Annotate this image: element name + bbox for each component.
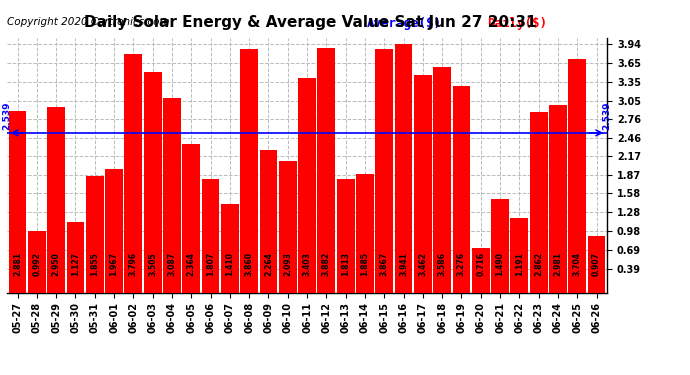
Bar — [163, 98, 181, 293]
Bar — [66, 222, 84, 293]
Bar — [259, 150, 277, 293]
Bar — [511, 218, 529, 293]
Text: 0.907: 0.907 — [592, 252, 601, 276]
Text: 1.191: 1.191 — [515, 252, 524, 276]
Bar — [337, 179, 355, 293]
Text: 3.796: 3.796 — [129, 252, 138, 276]
Text: 2.950: 2.950 — [52, 252, 61, 276]
Text: 2.539: 2.539 — [602, 101, 612, 130]
Bar — [491, 199, 509, 293]
Bar — [356, 174, 374, 293]
Bar — [182, 144, 200, 293]
Bar — [375, 49, 393, 293]
Bar — [298, 78, 316, 293]
Bar — [530, 112, 548, 293]
Bar — [414, 75, 432, 293]
Bar — [105, 169, 123, 293]
Bar — [569, 59, 586, 293]
Bar — [588, 236, 605, 293]
Text: 2.981: 2.981 — [553, 252, 562, 276]
Text: 3.586: 3.586 — [437, 252, 446, 276]
Text: 1.127: 1.127 — [71, 252, 80, 276]
Text: 1.813: 1.813 — [341, 252, 350, 276]
Bar — [472, 248, 490, 293]
Bar — [47, 107, 65, 293]
Text: 1.410: 1.410 — [226, 252, 235, 276]
Text: 1.855: 1.855 — [90, 252, 99, 276]
Bar — [86, 176, 104, 293]
Bar — [221, 204, 239, 293]
Text: 1.967: 1.967 — [110, 252, 119, 276]
Text: 2.364: 2.364 — [187, 252, 196, 276]
Text: 3.462: 3.462 — [418, 252, 427, 276]
Bar — [124, 54, 142, 293]
Bar — [549, 105, 567, 293]
Bar — [28, 231, 46, 293]
Bar — [453, 86, 471, 293]
Text: 3.860: 3.860 — [245, 252, 254, 276]
Bar — [279, 161, 297, 293]
Text: 2.862: 2.862 — [534, 252, 543, 276]
Text: Copyright 2020 Cartronics.com: Copyright 2020 Cartronics.com — [7, 17, 170, 27]
Text: 3.087: 3.087 — [168, 252, 177, 276]
Text: 2.539: 2.539 — [2, 101, 12, 130]
Bar — [201, 179, 219, 293]
Text: 3.704: 3.704 — [573, 252, 582, 276]
Text: 2.264: 2.264 — [264, 252, 273, 276]
Bar — [144, 72, 161, 293]
Text: 3.505: 3.505 — [148, 252, 157, 276]
Text: 1.807: 1.807 — [206, 252, 215, 276]
Text: 0.716: 0.716 — [476, 252, 485, 276]
Bar — [240, 50, 258, 293]
Bar — [395, 44, 413, 293]
Bar — [433, 67, 451, 293]
Text: 3.941: 3.941 — [399, 252, 408, 276]
Bar — [317, 48, 335, 293]
Text: 1.885: 1.885 — [360, 252, 369, 276]
Text: Daily Solar Energy & Average Value Sat Jun 27 20:31: Daily Solar Energy & Average Value Sat J… — [84, 15, 537, 30]
Text: Daily($): Daily($) — [487, 17, 547, 30]
Text: 3.882: 3.882 — [322, 252, 331, 276]
Bar — [9, 111, 26, 293]
Text: 3.403: 3.403 — [302, 252, 312, 276]
Text: 0.992: 0.992 — [32, 252, 41, 276]
Text: Average($): Average($) — [367, 17, 442, 30]
Text: 2.881: 2.881 — [13, 252, 22, 276]
Text: 2.093: 2.093 — [284, 252, 293, 276]
Text: 3.867: 3.867 — [380, 252, 388, 276]
Text: 1.490: 1.490 — [495, 252, 504, 276]
Text: 3.276: 3.276 — [457, 252, 466, 276]
